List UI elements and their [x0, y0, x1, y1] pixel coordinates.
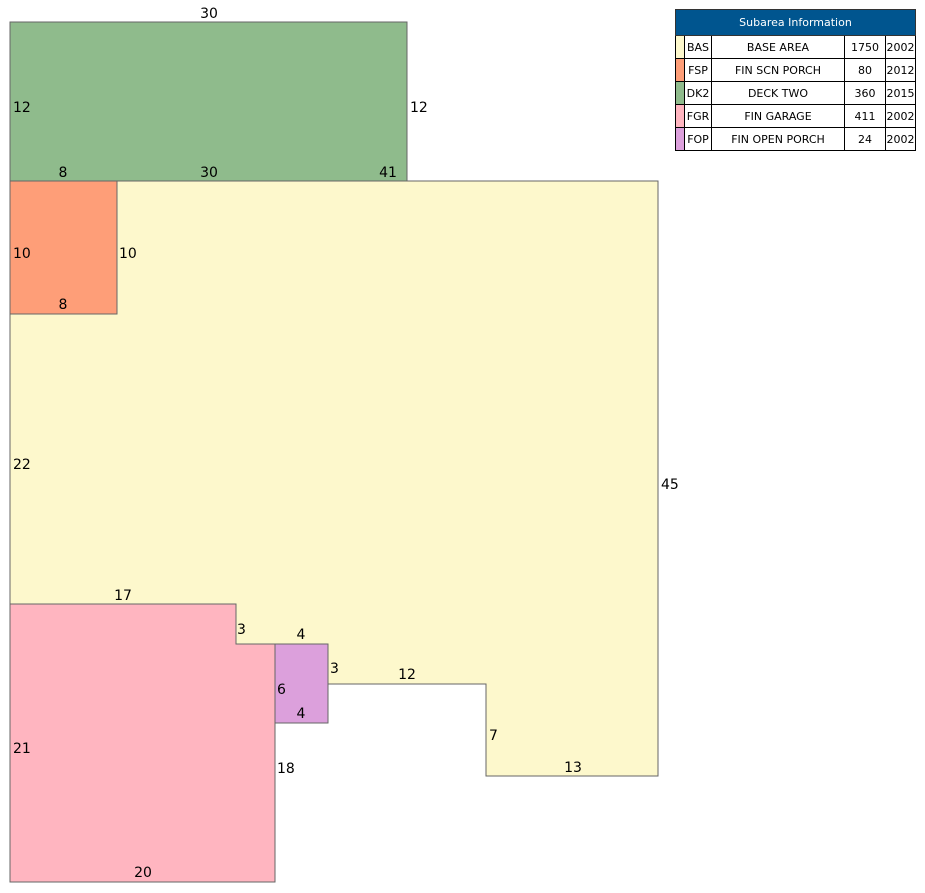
dim-label: 12	[410, 100, 428, 116]
dim-label: 20	[134, 865, 152, 881]
subarea-year: 2002	[885, 127, 916, 151]
subarea-year: 2012	[885, 58, 916, 82]
subarea-code: FGR	[684, 104, 712, 128]
subarea-code: BAS	[684, 35, 712, 59]
legend-row-fsp: FSP FIN SCN PORCH 80 2012	[675, 58, 916, 82]
dim-label: 41	[379, 165, 397, 181]
legend-row-fop: FOP FIN OPEN PORCH 24 2002	[675, 127, 916, 151]
subarea-year: 2002	[885, 104, 916, 128]
dim-label: 3	[330, 661, 339, 677]
dim-label: 22	[13, 457, 31, 473]
area-fsp[interactable]	[9, 180, 118, 315]
subarea-name: FIN SCN PORCH	[711, 58, 845, 82]
dim-label: 3	[237, 622, 246, 638]
dim-label: 13	[564, 760, 582, 776]
area-fgr[interactable]	[9, 603, 276, 883]
dim-label: 4	[297, 627, 306, 643]
dim-label: 17	[114, 588, 132, 604]
dim-label: 45	[661, 477, 679, 493]
legend-title: Subarea Information	[675, 9, 916, 36]
subarea-name: BASE AREA	[711, 35, 845, 59]
dim-label: 8	[59, 165, 68, 181]
dim-label: 10	[119, 246, 137, 262]
subarea-area: 24	[844, 127, 886, 151]
dim-label: 18	[277, 761, 295, 777]
dim-label: 21	[13, 741, 31, 757]
dim-label: 30	[200, 6, 218, 22]
subarea-code: FOP	[684, 127, 712, 151]
area-dk2[interactable]	[9, 21, 408, 182]
dim-label: 10	[13, 246, 31, 262]
dim-label: 8	[59, 297, 68, 313]
color-swatch	[675, 127, 685, 151]
dim-label: 7	[489, 728, 498, 744]
dim-label: 6	[277, 682, 286, 698]
color-swatch	[675, 58, 685, 82]
subarea-code: FSP	[684, 58, 712, 82]
color-swatch	[675, 35, 685, 59]
subarea-area: 411	[844, 104, 886, 128]
subarea-year: 2002	[885, 35, 916, 59]
subarea-area: 80	[844, 58, 886, 82]
legend-row-fgr: FGR FIN GARAGE 411 2002	[675, 104, 916, 128]
dim-label: 4	[297, 706, 306, 722]
subarea-code: DK2	[684, 81, 712, 105]
subarea-name: FIN OPEN PORCH	[711, 127, 845, 151]
legend-row-dk2: DK2 DECK TWO 360 2015	[675, 81, 916, 105]
subarea-name: DECK TWO	[711, 81, 845, 105]
subarea-area: 1750	[844, 35, 886, 59]
legend-row-bas: BAS BASE AREA 1750 2002	[675, 35, 916, 59]
subarea-area: 360	[844, 81, 886, 105]
subarea-legend: Subarea Information BAS BASE AREA 1750 2…	[675, 9, 916, 151]
subarea-year: 2015	[885, 81, 916, 105]
color-swatch	[675, 81, 685, 105]
color-swatch	[675, 104, 685, 128]
subarea-name: FIN GARAGE	[711, 104, 845, 128]
dim-label: 12	[398, 667, 416, 683]
dim-label: 12	[13, 100, 31, 116]
area-fop[interactable]	[274, 643, 329, 724]
dim-label: 30	[200, 165, 218, 181]
